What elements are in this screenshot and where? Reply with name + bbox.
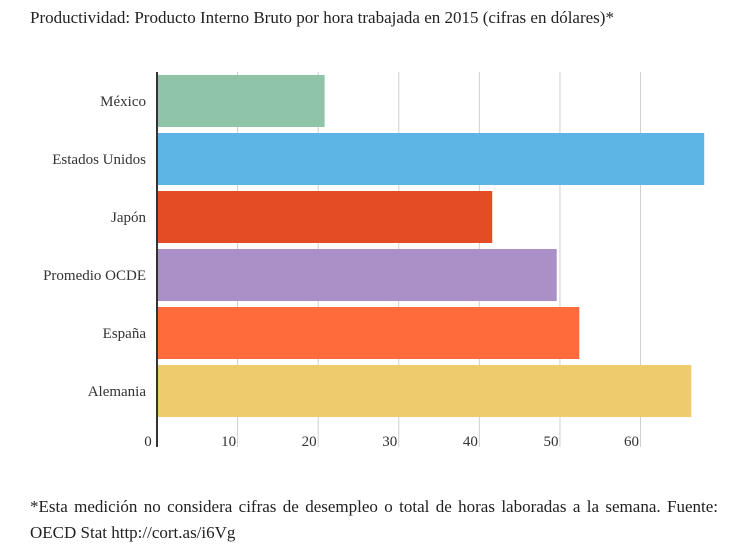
category-label-5: Alemania: [88, 384, 147, 400]
bar-3: [157, 249, 557, 301]
bar-0: [157, 75, 325, 127]
category-labels: México Estados Unidos Japón Promedio OCDE Es…: [43, 94, 146, 400]
bar-5: [157, 365, 692, 417]
bar-4: [157, 307, 580, 359]
footnote: *Esta medición no considera cifras de de…: [30, 497, 718, 542]
category-label-4: España: [103, 326, 147, 342]
category-label-2: Japón: [111, 210, 146, 226]
x-tick-label-60: 60: [624, 434, 639, 450]
category-label-1: Estados Unidos: [52, 152, 146, 168]
bars: [157, 75, 705, 417]
x-tick-label-10: 10: [221, 434, 236, 450]
chart-title: Productividad: Producto Interno Bruto po…: [30, 8, 614, 27]
bar-chart: México Estados Unidos Japón Promedio OCDE Es…: [43, 72, 705, 450]
category-label-3: Promedio OCDE: [43, 268, 146, 284]
x-tick-label-40: 40: [463, 434, 478, 450]
x-tick-label-20: 20: [302, 434, 317, 450]
x-tick-label-0: 0: [144, 434, 152, 450]
category-label-0: México: [100, 94, 146, 110]
x-tick-label-50: 50: [543, 434, 558, 450]
x-tick-labels: 0 10 20 30 40 50 60: [144, 434, 639, 450]
x-tick-label-30: 30: [382, 434, 397, 450]
bar-1: [157, 133, 705, 185]
bar-2: [157, 191, 493, 243]
